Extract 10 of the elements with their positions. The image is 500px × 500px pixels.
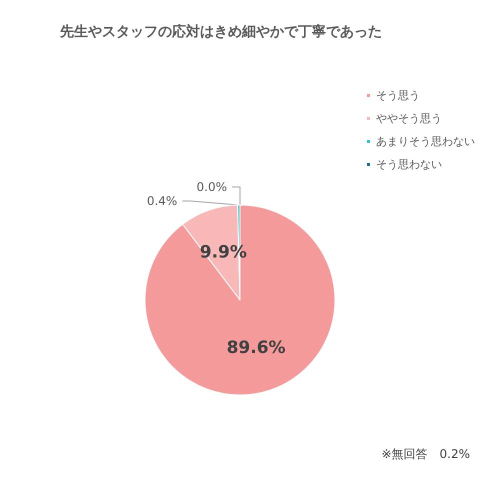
legend-label: そう思わない <box>376 158 442 171</box>
chart-title: 先生やスタッフの応対はきめ細やかで丁寧であった <box>59 23 382 40</box>
legend-label: あまりそう思わない <box>376 135 475 148</box>
data-label: 89.6% <box>226 338 286 358</box>
data-label: 9.9% <box>200 242 247 262</box>
text: 0.0% <box>196 180 227 194</box>
data-label: 0.4% <box>146 194 178 208</box>
text: ※無回答 0.2% <box>381 447 470 461</box>
legend-label: そう思う <box>376 89 420 102</box>
legend-label: ややそう思う <box>376 112 442 125</box>
